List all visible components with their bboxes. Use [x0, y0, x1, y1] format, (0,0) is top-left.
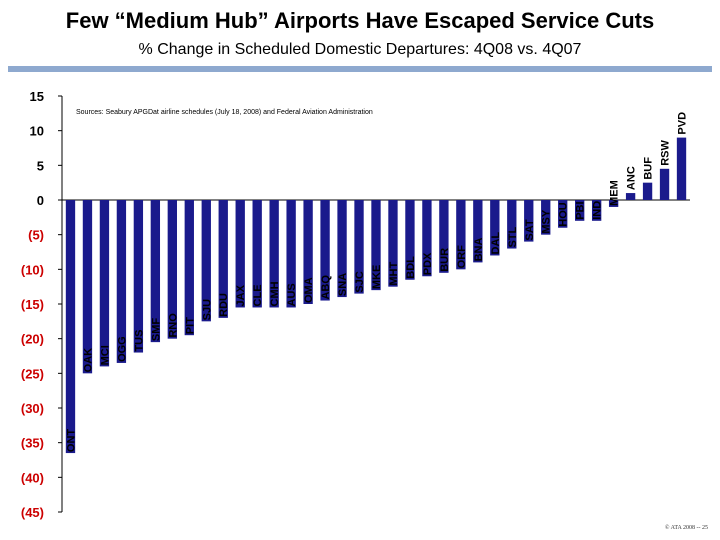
bar-pbi: [575, 200, 585, 221]
copyright-note: © ATA 2008 -- 25: [664, 525, 708, 531]
y-tick-label: (10): [21, 262, 44, 277]
category-label: AUS: [286, 283, 298, 306]
category-label: OMA: [303, 277, 315, 303]
y-tick-label: 5: [37, 158, 44, 173]
category-label: JAX: [235, 284, 247, 306]
bar-ogg: [116, 200, 127, 363]
y-tick-label: (15): [21, 297, 44, 312]
bar-sju: [201, 200, 211, 322]
category-label: STL: [507, 226, 519, 247]
category-label: SAT: [524, 219, 536, 240]
category-label: CLE: [252, 284, 264, 306]
category-label: MSY: [541, 209, 553, 234]
category-label: PDX: [422, 252, 434, 275]
category-label: MHT: [388, 262, 400, 286]
y-tick-label: 15: [30, 89, 44, 104]
bar-msy: [541, 200, 551, 235]
page-title: Few “Medium Hub” Airports Have Escaped S…: [65, 8, 655, 33]
bar-abq: [320, 200, 330, 301]
bar-sat: [524, 200, 534, 242]
bar-ont: [65, 200, 76, 454]
bar-cle: [252, 200, 262, 308]
category-label: SJU: [201, 299, 213, 320]
bar-mem: [608, 200, 619, 207]
bar-mci: [99, 200, 110, 367]
y-tick-label: (25): [21, 366, 44, 381]
category-label: SMF: [150, 318, 162, 342]
bar-bur: [439, 200, 449, 273]
category-labels: ONT OAK MCI OGG TUS SMF RNO PIT SJU RDU JAX CLE CMH A…: [65, 112, 688, 452]
bar-orf: [456, 200, 466, 270]
category-label: SJC: [354, 271, 366, 292]
bar-mht: [388, 200, 398, 287]
category-label: ORF: [456, 245, 468, 269]
category-label: MCI: [99, 345, 111, 365]
category-label: BUF: [643, 157, 655, 180]
bar-anc: [625, 193, 636, 200]
bar-pvd: [676, 137, 687, 200]
category-label: CMH: [269, 281, 281, 306]
bar-cmh: [269, 200, 279, 308]
bar-rno: [167, 200, 177, 339]
bar-dal: [490, 200, 500, 256]
bar-sjc: [354, 200, 364, 294]
bar-rsw: [659, 168, 670, 200]
title-divider: [8, 66, 712, 72]
bar-ind: [591, 200, 602, 221]
category-label: MEM: [609, 180, 621, 206]
bar-oak: [82, 200, 93, 374]
category-label: PBI: [575, 201, 587, 219]
y-tick-label: (30): [21, 401, 44, 416]
category-label: PIT: [184, 317, 196, 334]
bars: [65, 137, 687, 454]
category-label: BNA: [473, 238, 485, 262]
category-label: DAL: [490, 232, 502, 255]
y-tick-label: (45): [21, 505, 44, 520]
category-label: RNO: [167, 313, 179, 338]
source-note: Sources: Seabury APGDat airline schedule…: [76, 109, 373, 116]
bar-hou: [558, 200, 568, 228]
bar-pit: [184, 200, 194, 336]
y-tick-label: (5): [28, 228, 44, 243]
category-label: BUR: [439, 248, 451, 272]
category-label: SNA: [337, 273, 349, 296]
category-label: BDL: [405, 256, 417, 279]
bar-pdx: [422, 200, 432, 277]
y-tick-label: (35): [21, 436, 44, 451]
bar-sna: [337, 200, 347, 298]
bar-rdu: [218, 200, 228, 318]
category-label: RDU: [218, 293, 230, 317]
bar-smf: [150, 200, 161, 343]
bar-stl: [507, 200, 517, 249]
category-label: ABQ: [320, 275, 332, 300]
bar-oma: [303, 200, 313, 304]
y-tick-label: 10: [30, 124, 44, 139]
bar-bdl: [405, 200, 415, 280]
bar-jax: [235, 200, 245, 308]
y-tick-label: 0: [37, 193, 44, 208]
bar-tus: [133, 200, 144, 353]
bar-bna: [473, 200, 483, 263]
category-label: OAK: [82, 348, 94, 373]
y-tick-label: (40): [21, 470, 44, 485]
axes: 15 10 5 0 (5) (10) (15) (20) (25) (30) (35) (40) (45…: [21, 89, 690, 520]
bar-buf: [642, 182, 653, 200]
category-label: ONT: [65, 429, 77, 453]
category-label: TUS: [133, 330, 145, 352]
category-label: HOU: [558, 202, 570, 227]
category-label: RSW: [660, 140, 672, 166]
category-label: PVD: [677, 112, 689, 135]
bar-mke: [371, 200, 381, 291]
bar-aus: [286, 200, 296, 308]
y-tick-label: (20): [21, 332, 44, 347]
category-label: MKE: [371, 265, 383, 289]
category-label: ANC: [626, 166, 638, 190]
page-subtitle: % Change in Scheduled Domestic Departure…: [138, 41, 582, 58]
category-label: IND: [592, 201, 604, 220]
category-label: OGG: [116, 336, 128, 362]
